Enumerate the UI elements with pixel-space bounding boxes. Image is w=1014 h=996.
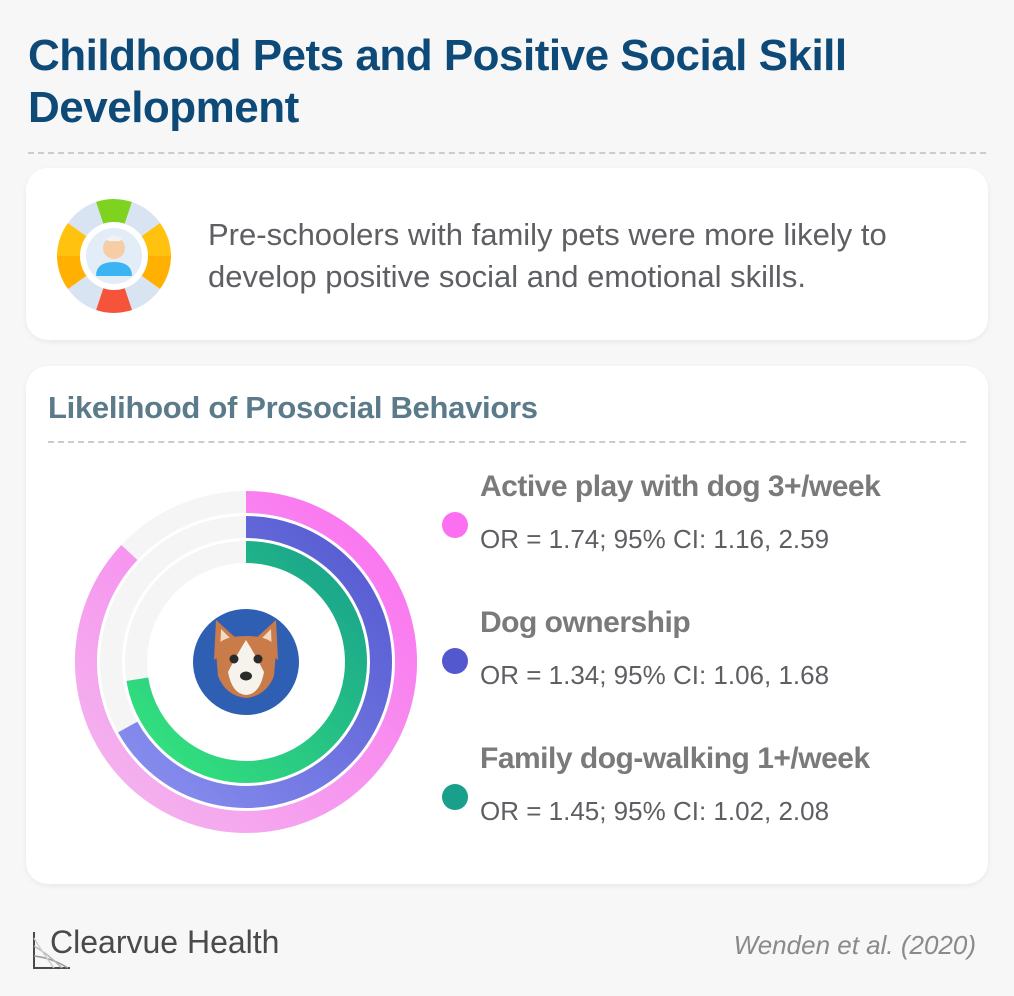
legend: Active play with dog 3+/week OR = 1.74; … xyxy=(442,466,982,874)
ring-bar xyxy=(118,516,392,808)
citation: Wenden et al. (2020) xyxy=(733,930,976,960)
ring-bar xyxy=(75,491,417,833)
legend-item: Family dog-walking 1+/week OR = 1.45; 95… xyxy=(442,738,982,874)
child-social-wheel-icon xyxy=(57,199,171,313)
legend-stat: OR = 1.45; 95% CI: 1.02, 2.08 xyxy=(480,796,830,826)
summary-card: Pre-schoolers with family pets were more… xyxy=(26,168,988,340)
legend-label: Dog ownership xyxy=(480,606,691,639)
legend-dot xyxy=(442,784,468,810)
title-divider xyxy=(28,152,986,154)
ring-bar xyxy=(126,541,367,783)
legend-dot xyxy=(442,512,468,538)
legend-item: Dog ownership OR = 1.34; 95% CI: 1.06, 1… xyxy=(442,602,982,738)
legend-stat: OR = 1.34; 95% CI: 1.06, 1.68 xyxy=(480,660,830,690)
brand-logo: Clearvue Health xyxy=(28,922,328,972)
legend-item: Active play with dog 3+/week OR = 1.74; … xyxy=(442,466,982,602)
legend-label: Active play with dog 3+/week xyxy=(480,470,881,503)
dog-face-icon xyxy=(193,609,299,715)
brand-name: Clearvue Health xyxy=(50,924,280,960)
summary-text: Pre-schoolers with family pets were more… xyxy=(208,217,887,294)
page-title: Childhood Pets and Positive Social Skill… xyxy=(28,31,847,132)
legend-label: Family dog-walking 1+/week xyxy=(480,742,870,775)
legend-stat: OR = 1.74; 95% CI: 1.16, 2.59 xyxy=(480,524,830,554)
chart-title: Likelihood of Prosocial Behaviors xyxy=(48,390,538,425)
chart-divider xyxy=(48,441,966,443)
chart-card: Likelihood of Prosocial Behaviors Ac xyxy=(26,366,988,884)
radial-bar-chart xyxy=(75,491,417,833)
brand-mark-icon xyxy=(33,932,70,969)
legend-dot xyxy=(442,648,468,674)
